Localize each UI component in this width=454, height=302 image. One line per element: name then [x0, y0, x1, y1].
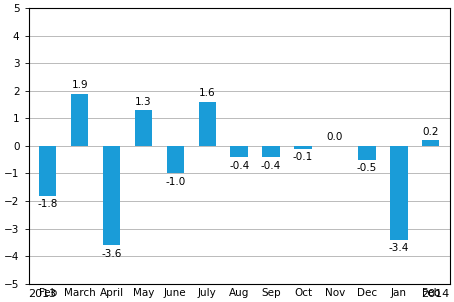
Bar	[422, 140, 439, 146]
Text: 1.6: 1.6	[199, 88, 216, 98]
Bar	[71, 94, 89, 146]
Text: 2014: 2014	[422, 289, 450, 299]
Text: 1.3: 1.3	[135, 97, 152, 107]
Bar	[39, 146, 56, 195]
Text: 2013: 2013	[29, 289, 57, 299]
Bar	[231, 146, 248, 157]
Bar	[198, 102, 216, 146]
Text: -0.4: -0.4	[261, 161, 281, 171]
Text: -0.1: -0.1	[293, 152, 313, 162]
Text: -1.8: -1.8	[38, 199, 58, 209]
Bar	[167, 146, 184, 173]
Bar	[390, 146, 408, 239]
Text: -0.4: -0.4	[229, 161, 249, 171]
Bar	[358, 146, 375, 160]
Text: -3.6: -3.6	[101, 249, 122, 259]
Bar	[135, 110, 152, 146]
Text: -1.0: -1.0	[165, 177, 186, 187]
Bar	[262, 146, 280, 157]
Bar	[103, 146, 120, 245]
Text: 0.0: 0.0	[327, 132, 343, 142]
Bar	[294, 146, 312, 149]
Text: -3.4: -3.4	[389, 243, 409, 253]
Text: 1.9: 1.9	[71, 80, 88, 90]
Text: -0.5: -0.5	[357, 163, 377, 173]
Text: 0.2: 0.2	[422, 127, 439, 137]
